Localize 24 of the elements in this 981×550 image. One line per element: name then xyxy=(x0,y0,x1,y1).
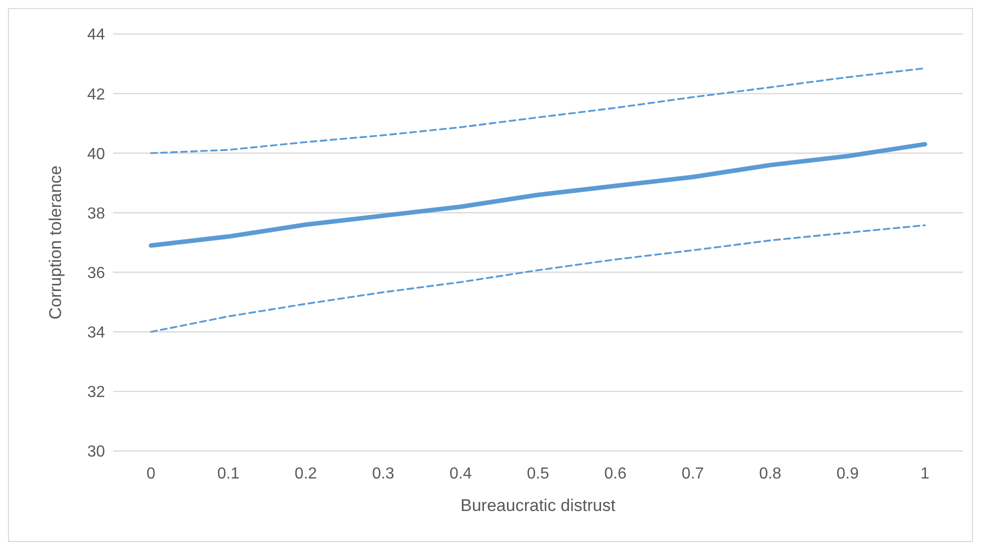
x-tick-label: 0.8 xyxy=(759,465,782,482)
y-tick-label: 42 xyxy=(87,86,106,104)
x-tick-label: 0.6 xyxy=(604,465,627,482)
y-tick-label: 38 xyxy=(87,205,106,222)
line-series xyxy=(150,224,926,333)
y-tick-label: 34 xyxy=(87,324,106,342)
line-series xyxy=(148,142,928,248)
x-tick-label: 0.1 xyxy=(217,465,240,482)
x-tick-label: 0.7 xyxy=(682,465,704,482)
y-axis-title: Corruption tolerance xyxy=(46,165,66,320)
x-tick-label: 0.9 xyxy=(836,465,859,482)
y-tick-label: 36 xyxy=(87,264,106,282)
y-tick-label: 30 xyxy=(87,444,106,461)
y-tick-label: 44 xyxy=(87,26,106,44)
x-tick-label: 1 xyxy=(920,465,930,482)
x-tick-label: 0 xyxy=(146,465,156,482)
y-tick-label: 40 xyxy=(87,146,106,163)
x-axis-title: Bureaucratic distrust xyxy=(460,496,616,515)
x-tick-label: 0.2 xyxy=(294,465,318,482)
x-tick-label: 0.3 xyxy=(372,465,394,482)
y-tick-label: 32 xyxy=(87,384,106,402)
line-series xyxy=(150,67,926,154)
x-tick-label: 0.5 xyxy=(526,465,550,482)
x-tick-label: 0.4 xyxy=(449,465,472,482)
